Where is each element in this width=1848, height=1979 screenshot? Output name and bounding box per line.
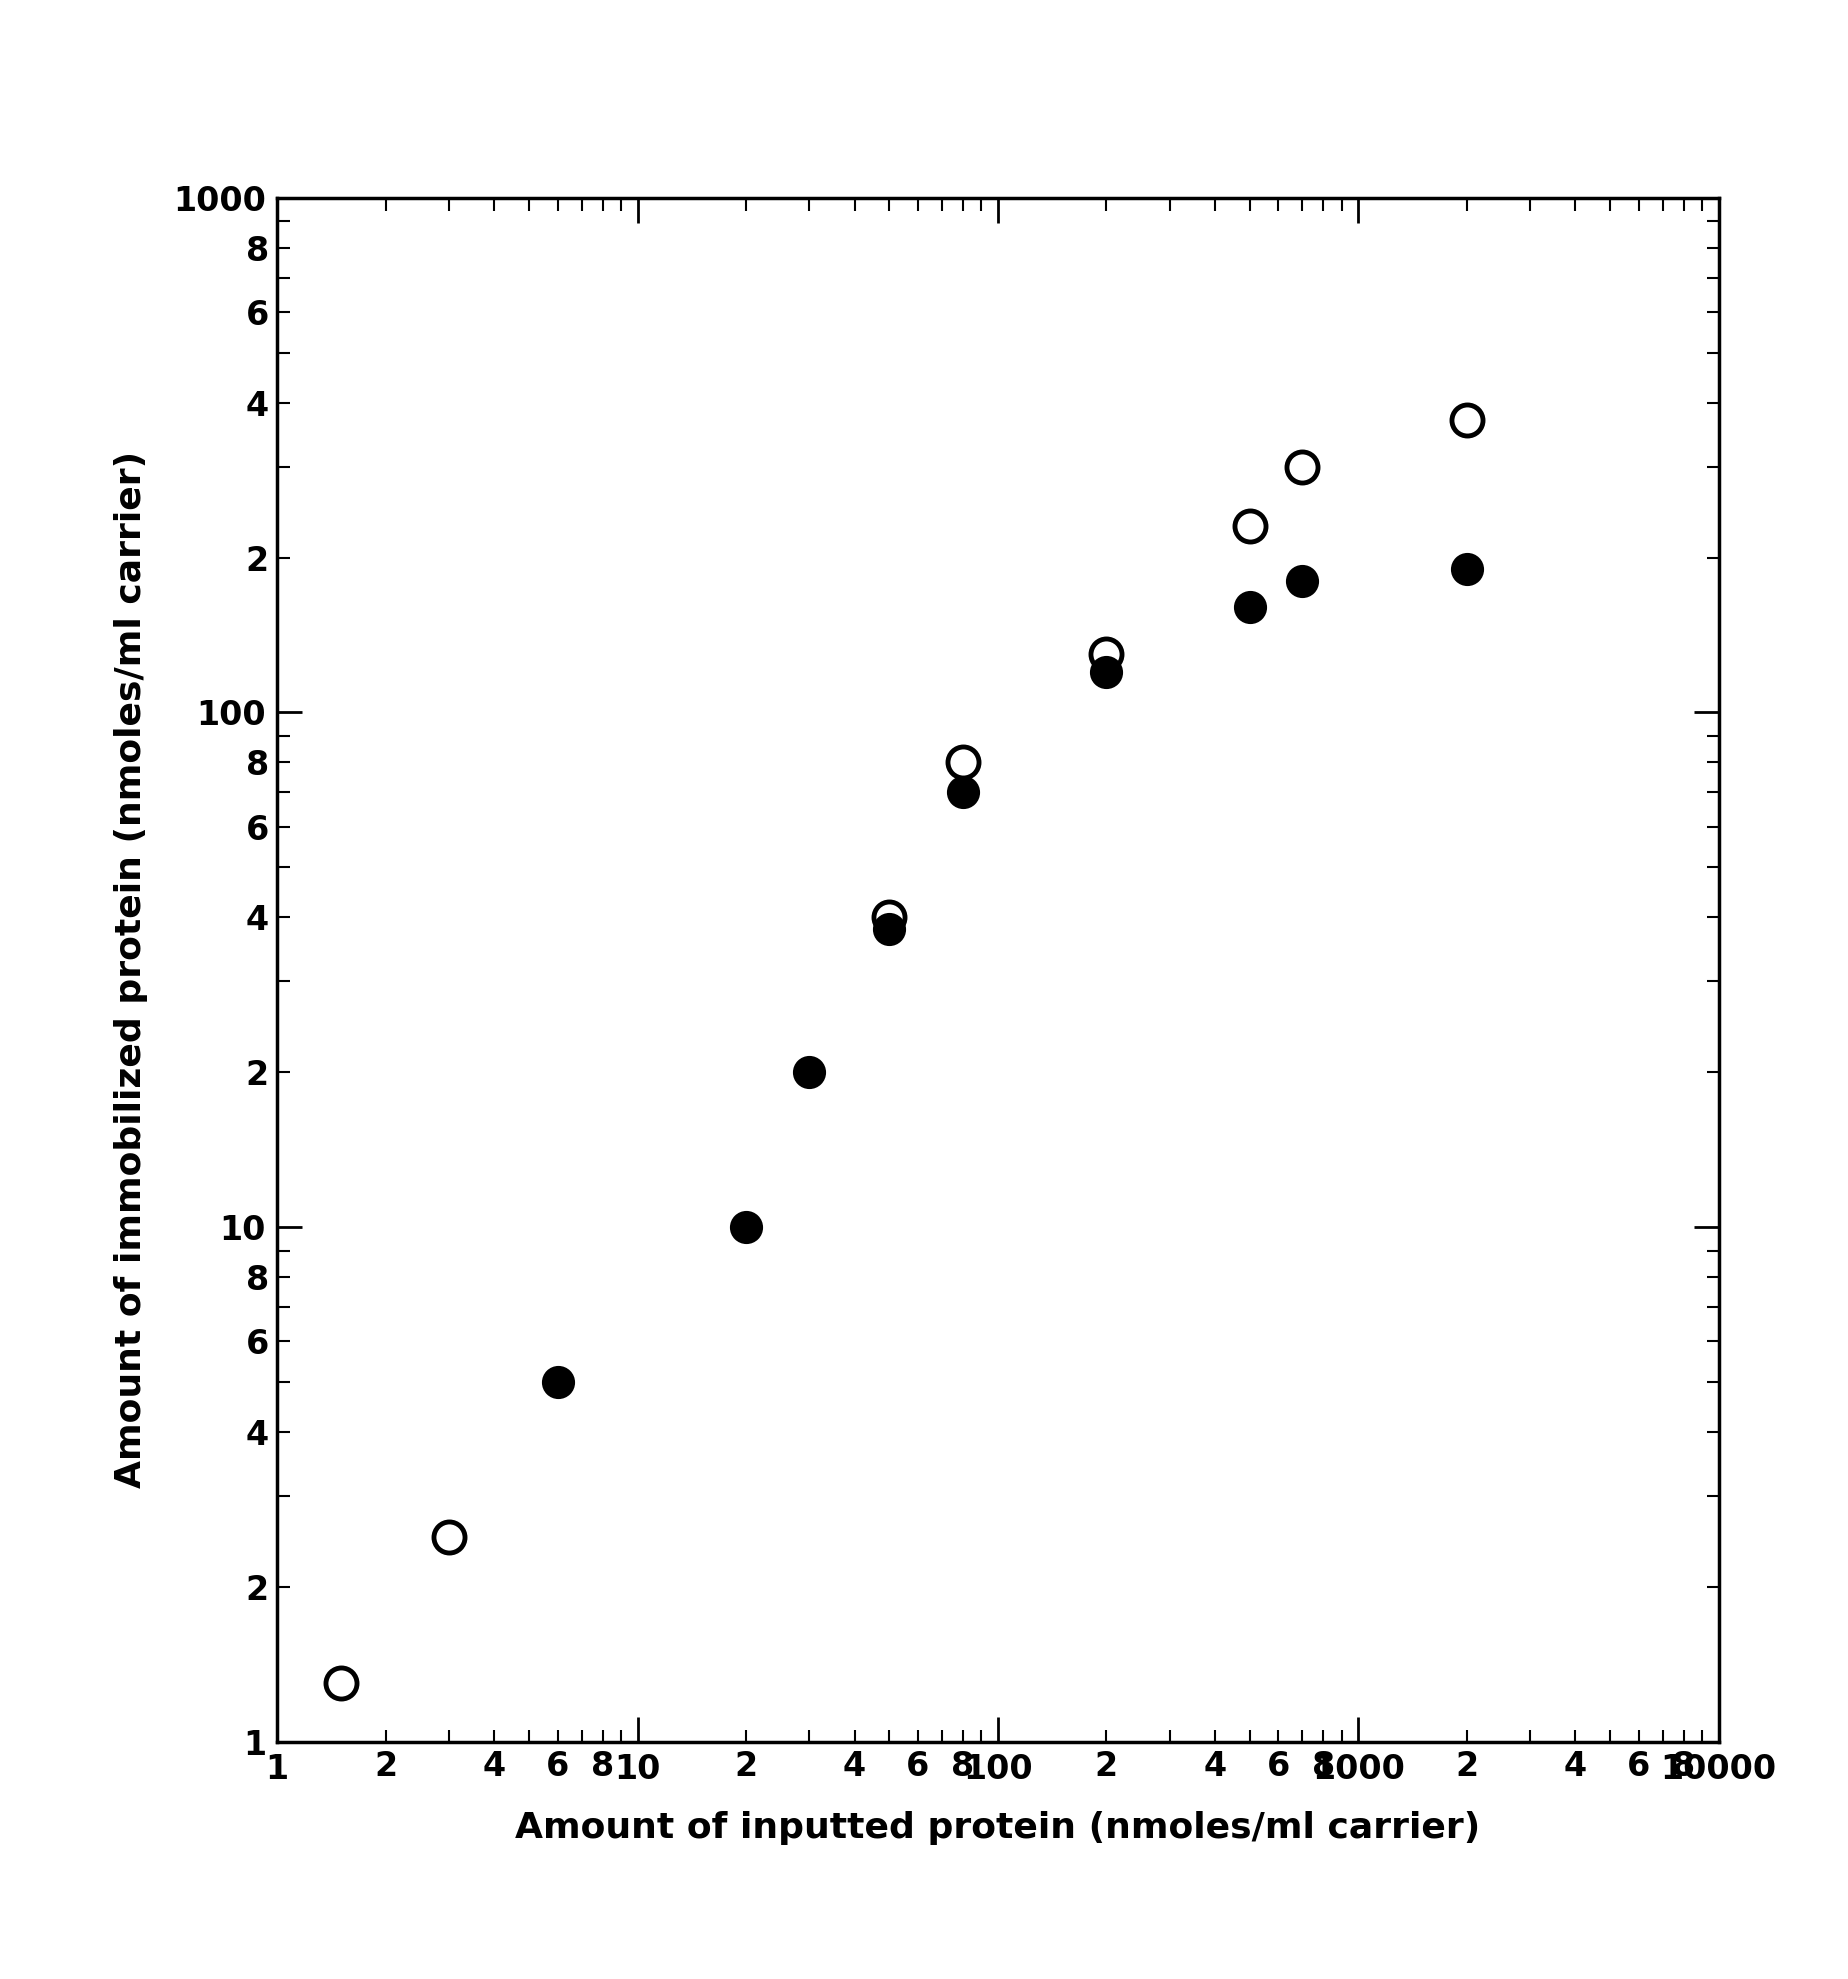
Point — [732, 1211, 761, 1243]
Y-axis label: Amount of immobilized protein (nmoles/ml carrier): Amount of immobilized protein (nmoles/ml… — [115, 451, 148, 1488]
Point — [1234, 592, 1264, 623]
Point — [325, 1666, 355, 1698]
Point — [874, 912, 904, 944]
Point — [1092, 637, 1122, 669]
Point — [1234, 511, 1264, 542]
Point — [948, 746, 978, 778]
Point — [948, 776, 978, 807]
Point — [1288, 451, 1318, 483]
Point — [795, 1057, 824, 1088]
Point — [1288, 566, 1318, 598]
Point — [1453, 554, 1482, 586]
Point — [874, 900, 904, 932]
Point — [543, 1366, 573, 1397]
Point — [1092, 655, 1122, 687]
Point — [434, 1522, 464, 1554]
Point — [1453, 404, 1482, 435]
X-axis label: Amount of inputted protein (nmoles/ml carrier): Amount of inputted protein (nmoles/ml ca… — [516, 1811, 1480, 1844]
